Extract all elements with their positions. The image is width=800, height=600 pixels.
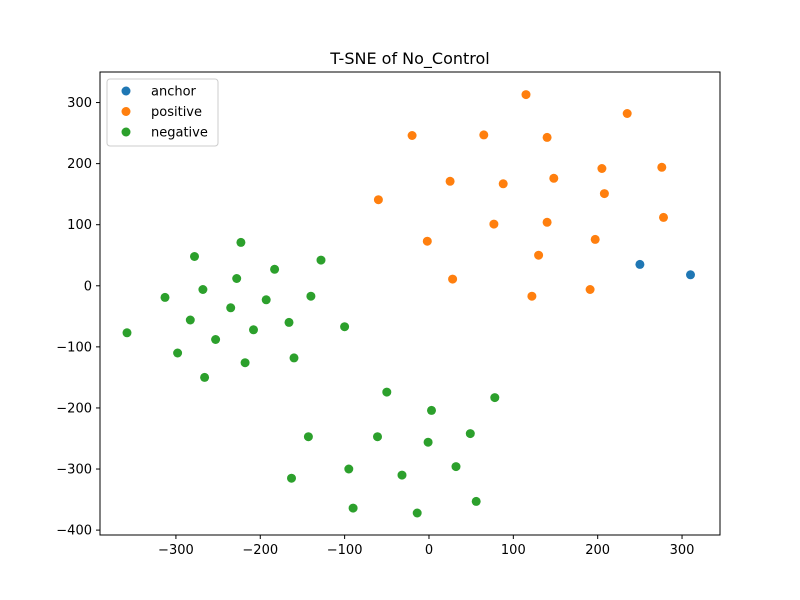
- legend-label-positive: positive: [151, 105, 202, 120]
- positive-point-8: [498, 179, 508, 189]
- legend-marker-positive: [121, 107, 131, 116]
- points-layer: [122, 90, 695, 518]
- positive-point-16: [590, 234, 600, 244]
- negative-point-31: [348, 503, 358, 513]
- negative-point-4: [316, 255, 326, 265]
- legend-box: [106, 78, 219, 147]
- positive-point-6: [657, 162, 667, 172]
- negative-point-17: [240, 358, 250, 368]
- x-tick-label-5: 200: [585, 543, 610, 558]
- positive-point-14: [659, 212, 668, 222]
- plot-frame: [99, 71, 721, 536]
- negative-point-18: [289, 353, 299, 363]
- negative-point-3: [270, 264, 280, 274]
- positive-point-19: [527, 291, 537, 301]
- negative-point-20: [382, 387, 392, 397]
- positive-point-17: [534, 250, 544, 260]
- negative-point-0: [190, 252, 199, 261]
- axis-ticks: −300 −200 −100 0 100 200 300 −400 −300 −200 −100 0 1…: [56, 96, 694, 558]
- negative-point-16: [173, 348, 183, 358]
- negative-point-24: [373, 432, 382, 442]
- positive-point-7: [445, 176, 455, 186]
- negative-point-10: [185, 315, 195, 325]
- negative-point-11: [249, 325, 258, 335]
- anchor-point-0: [635, 259, 645, 269]
- positive-point-12: [489, 219, 499, 229]
- positive-point-5: [597, 164, 607, 173]
- legend: anchor positive negative: [106, 78, 219, 147]
- negative-point-25: [465, 429, 475, 439]
- legend-label-anchor: anchor: [151, 85, 197, 100]
- x-tick-label-3: 0: [425, 543, 433, 558]
- positive-point-11: [373, 195, 383, 205]
- negative-point-30: [287, 473, 296, 483]
- negative-point-21: [490, 393, 500, 403]
- anchor-point-1: [686, 270, 695, 280]
- positive-point-20: [585, 285, 595, 294]
- negative-point-26: [423, 437, 433, 447]
- y-tick-label-6: 200: [67, 157, 92, 172]
- positive-point-9: [549, 173, 559, 183]
- positive-point-18: [448, 274, 458, 284]
- legend-marker-anchor: [121, 86, 131, 96]
- y-tick-label-5: 100: [67, 218, 92, 233]
- positive-point-0: [521, 90, 531, 100]
- negative-point-5: [198, 285, 208, 294]
- negative-point-8: [261, 295, 271, 305]
- negative-point-23: [303, 432, 313, 442]
- negative-point-12: [284, 317, 294, 327]
- y-tick-label-4: 0: [84, 279, 92, 294]
- x-tick-label-4: 100: [501, 543, 526, 558]
- legend-label-negative: negative: [151, 126, 208, 141]
- positive-point-13: [542, 217, 552, 227]
- positive-point-15: [422, 236, 432, 246]
- positive-point-1: [622, 109, 632, 118]
- negative-point-33: [412, 508, 422, 518]
- x-tick-label-1: −200: [242, 543, 278, 558]
- y-tick-label-3: −100: [56, 340, 92, 355]
- chart-title: T-SNE of No_Control: [329, 49, 490, 69]
- positive-point-3: [479, 130, 489, 140]
- negative-point-15: [211, 335, 221, 344]
- negative-point-14: [122, 328, 132, 338]
- negative-point-1: [236, 237, 246, 247]
- positive-point-2: [407, 131, 417, 140]
- negative-point-27: [344, 464, 354, 474]
- negative-point-6: [160, 292, 170, 302]
- negative-point-19: [200, 372, 210, 382]
- negative-point-22: [427, 405, 436, 415]
- y-tick-label-0: −400: [56, 524, 92, 539]
- positive-point-10: [599, 189, 609, 199]
- negative-point-9: [306, 291, 316, 301]
- y-tick-label-2: −200: [56, 401, 92, 416]
- negative-point-7: [226, 303, 236, 313]
- x-tick-label-0: −300: [158, 543, 194, 558]
- positive-point-4: [542, 132, 552, 142]
- legend-marker-negative: [121, 127, 131, 137]
- x-tick-label-6: 300: [670, 543, 695, 558]
- negative-point-29: [451, 462, 461, 472]
- negative-point-28: [397, 470, 407, 480]
- negative-point-2: [232, 274, 242, 283]
- x-tick-label-2: −100: [327, 543, 363, 558]
- negative-point-13: [340, 322, 350, 332]
- y-tick-label-1: −300: [56, 463, 92, 478]
- negative-point-32: [471, 496, 481, 506]
- y-tick-label-7: 300: [67, 96, 92, 111]
